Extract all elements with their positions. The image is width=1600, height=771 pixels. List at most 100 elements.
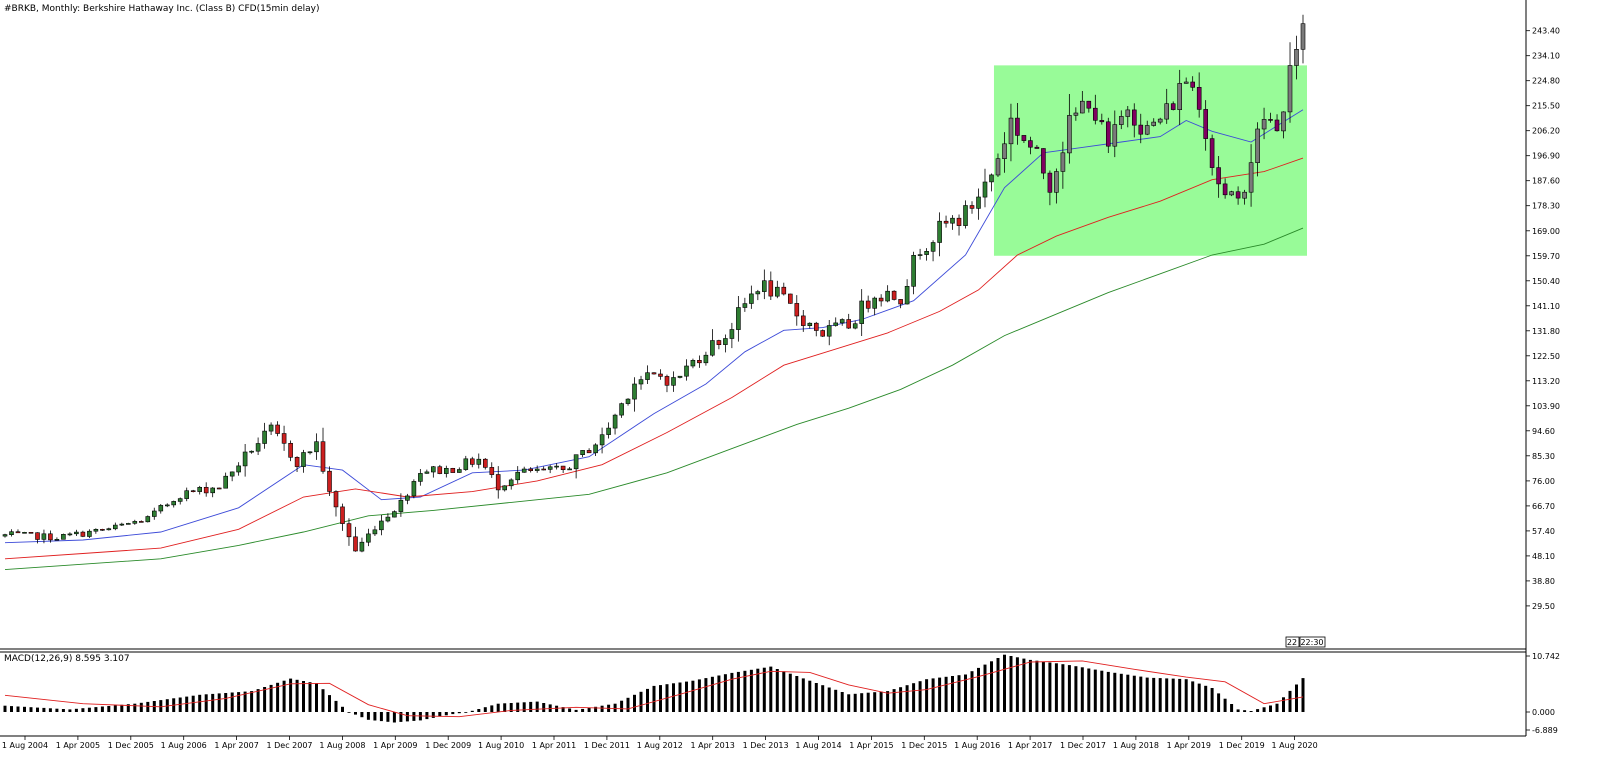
candle[interactable] xyxy=(593,443,598,456)
candle[interactable] xyxy=(392,510,397,518)
candle[interactable] xyxy=(210,487,215,498)
candle[interactable] xyxy=(61,533,66,540)
candle[interactable] xyxy=(710,329,715,357)
candle[interactable] xyxy=(625,398,631,406)
candle[interactable] xyxy=(54,537,60,541)
candle[interactable] xyxy=(80,530,86,538)
candle[interactable] xyxy=(716,339,722,350)
candle[interactable] xyxy=(787,293,793,304)
candle[interactable] xyxy=(236,462,241,476)
candle[interactable] xyxy=(229,471,235,482)
candle[interactable] xyxy=(489,462,495,478)
candle[interactable] xyxy=(379,515,384,536)
candle[interactable] xyxy=(106,527,112,531)
candle[interactable] xyxy=(606,422,611,439)
candle[interactable] xyxy=(664,374,670,393)
candle[interactable] xyxy=(736,296,741,342)
candle[interactable] xyxy=(976,188,981,220)
candle[interactable] xyxy=(534,465,540,473)
candle[interactable] xyxy=(1112,110,1118,158)
candle[interactable] xyxy=(1255,122,1260,177)
candle[interactable] xyxy=(100,528,105,531)
candle[interactable] xyxy=(1203,100,1208,151)
candle[interactable] xyxy=(878,294,884,307)
candle[interactable] xyxy=(638,375,644,390)
candle[interactable] xyxy=(294,456,300,472)
candle[interactable] xyxy=(872,296,878,316)
candle[interactable] xyxy=(74,529,79,536)
candle[interactable] xyxy=(671,371,676,392)
candle[interactable] xyxy=(327,466,332,496)
candle[interactable] xyxy=(703,351,709,366)
candle[interactable] xyxy=(41,529,47,544)
candle[interactable] xyxy=(158,504,164,514)
candle[interactable] xyxy=(911,251,916,295)
candle[interactable] xyxy=(651,372,657,375)
candle[interactable] xyxy=(580,450,585,458)
candle[interactable] xyxy=(599,427,605,454)
candle[interactable] xyxy=(1164,88,1169,124)
candle[interactable] xyxy=(1119,110,1124,130)
candle[interactable] xyxy=(1281,111,1286,139)
candle[interactable] xyxy=(1183,77,1189,84)
candle[interactable] xyxy=(1294,35,1299,80)
candle[interactable] xyxy=(1177,69,1182,126)
candle[interactable] xyxy=(177,497,183,505)
candle[interactable] xyxy=(729,322,735,349)
candle[interactable] xyxy=(1086,100,1092,113)
candle[interactable] xyxy=(203,482,209,497)
candle[interactable] xyxy=(126,522,131,525)
candle[interactable] xyxy=(645,365,650,384)
candle[interactable] xyxy=(184,487,189,502)
candle[interactable] xyxy=(898,299,903,309)
candle[interactable] xyxy=(113,522,118,531)
candle[interactable] xyxy=(794,295,800,326)
candle[interactable] xyxy=(521,466,527,473)
candle[interactable] xyxy=(242,444,248,477)
candle[interactable] xyxy=(87,529,92,538)
candle[interactable] xyxy=(456,467,462,473)
candle[interactable] xyxy=(152,507,157,520)
candle[interactable] xyxy=(255,437,261,456)
candle[interactable] xyxy=(216,487,222,490)
candle[interactable] xyxy=(742,297,748,312)
candle[interactable] xyxy=(567,467,572,471)
candle[interactable] xyxy=(340,503,345,531)
candle[interactable] xyxy=(684,359,689,381)
candle[interactable] xyxy=(418,469,423,486)
candle[interactable] xyxy=(1067,94,1072,164)
candle[interactable] xyxy=(223,472,228,489)
candle[interactable] xyxy=(197,485,202,495)
candle[interactable] xyxy=(956,214,962,236)
candle[interactable] xyxy=(554,463,559,470)
candle[interactable] xyxy=(1287,42,1293,123)
candle[interactable] xyxy=(1190,76,1195,91)
candle[interactable] xyxy=(658,369,663,380)
candle[interactable] xyxy=(943,215,949,228)
candle[interactable] xyxy=(1028,136,1033,155)
candle[interactable] xyxy=(424,469,430,474)
candle[interactable] xyxy=(430,466,436,478)
candle[interactable] xyxy=(924,248,929,261)
candle[interactable] xyxy=(463,455,469,471)
candle[interactable] xyxy=(9,529,14,537)
candle[interactable] xyxy=(800,310,806,332)
candle[interactable] xyxy=(469,456,475,468)
candle[interactable] xyxy=(1144,120,1150,136)
candle[interactable] xyxy=(443,465,449,478)
candle[interactable] xyxy=(755,289,761,301)
candle[interactable] xyxy=(1196,72,1202,118)
candle[interactable] xyxy=(852,320,858,330)
candle[interactable] xyxy=(950,215,955,230)
candle[interactable] xyxy=(1235,186,1241,205)
candle[interactable] xyxy=(1209,134,1215,176)
candle[interactable] xyxy=(1138,113,1144,144)
candle[interactable] xyxy=(1099,113,1105,125)
candle[interactable] xyxy=(1132,103,1137,138)
candle[interactable] xyxy=(865,295,871,313)
candle[interactable] xyxy=(839,318,845,326)
candle[interactable] xyxy=(885,285,890,303)
candle[interactable] xyxy=(502,485,508,492)
candle[interactable] xyxy=(1268,112,1273,123)
candle[interactable] xyxy=(1002,132,1007,173)
